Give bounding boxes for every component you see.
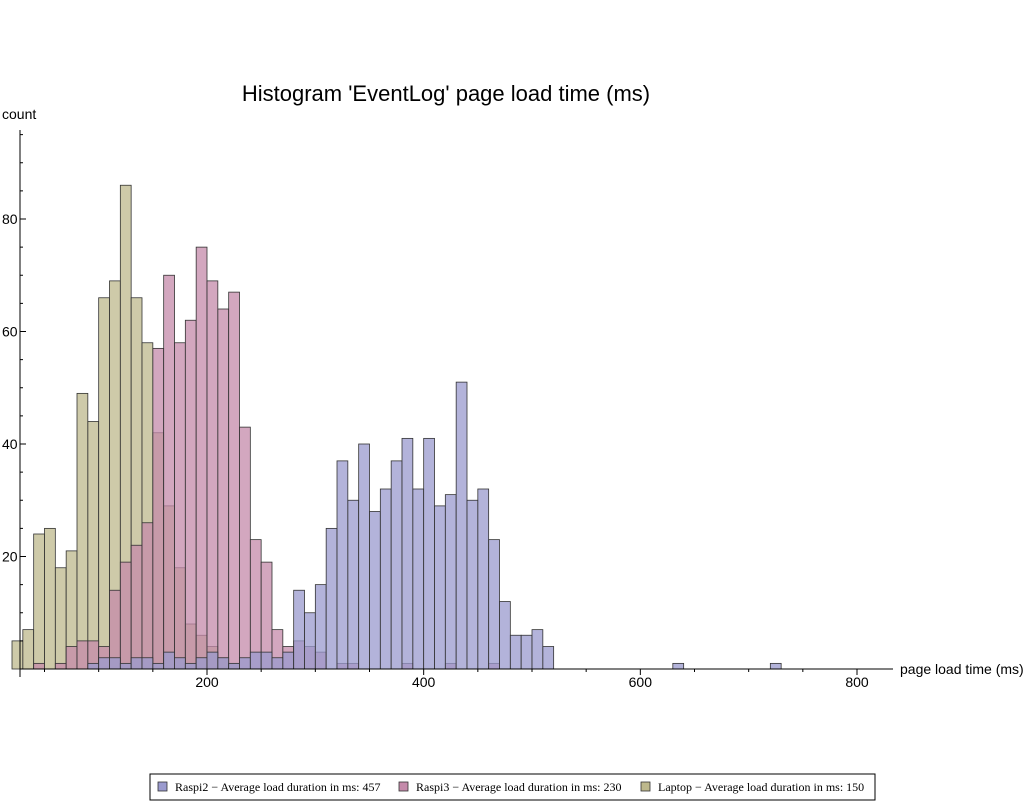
bar-laptop — [87, 421, 100, 670]
bar-raspi2 — [239, 657, 251, 670]
bar-raspi2 — [520, 634, 533, 670]
bar-raspi2 — [141, 657, 154, 670]
bar-raspi3 — [141, 522, 154, 670]
bar-raspi2 — [249, 651, 262, 670]
bar-laptop — [11, 640, 24, 670]
bar-raspi3 — [228, 291, 240, 670]
bar-raspi2 — [260, 651, 273, 670]
bar-raspi2 — [369, 511, 381, 670]
bar-raspi2 — [282, 651, 295, 670]
bar-raspi2 — [314, 584, 327, 670]
x-tick-label: 600 — [629, 674, 653, 690]
bar-raspi2 — [325, 527, 338, 670]
bar-raspi3 — [249, 539, 262, 670]
bar-raspi2 — [304, 612, 316, 670]
bar-raspi2 — [542, 646, 555, 670]
bar-raspi2 — [347, 499, 360, 670]
x-tick-label: 800 — [845, 674, 869, 690]
bar-raspi3 — [206, 280, 219, 670]
legend-swatch-raspi2 — [157, 781, 168, 792]
bar-raspi2 — [455, 381, 468, 670]
bars-layer — [11, 184, 782, 670]
bar-raspi2 — [488, 539, 500, 670]
y-axis-label: count — [2, 106, 36, 122]
bar-raspi2 — [217, 657, 230, 670]
bar-raspi2 — [293, 589, 305, 670]
bar-raspi3 — [54, 662, 67, 670]
legend-label-raspi3: Raspi3 − Average load duration in ms: 23… — [416, 780, 622, 794]
x-tick-label: 200 — [195, 674, 219, 690]
bar-raspi2 — [130, 657, 143, 670]
legend-box — [149, 773, 876, 801]
bar-raspi2 — [379, 488, 392, 670]
legend: Raspi2 − Average load duration in ms: 45… — [149, 773, 876, 801]
legend-label-raspi2: Raspi2 − Average load duration in ms: 45… — [175, 780, 381, 794]
bar-raspi3 — [184, 319, 197, 670]
axes-layer: 200 400 600 800 20 40 60 80 — [2, 130, 893, 690]
bar-raspi2 — [163, 651, 175, 670]
bar-raspi3 — [217, 308, 230, 670]
bar-raspi2 — [672, 662, 685, 670]
y-tick-label: 20 — [2, 549, 18, 565]
bar-laptop — [44, 527, 56, 670]
bar-raspi2 — [466, 499, 479, 670]
bar-raspi2 — [271, 657, 284, 670]
bar-raspi2 — [509, 634, 522, 670]
bar-raspi2 — [174, 657, 186, 670]
bar-raspi2 — [98, 657, 110, 670]
legend-swatch-raspi3 — [398, 781, 409, 792]
bar-raspi3 — [152, 347, 165, 670]
y-tick-label: 80 — [2, 211, 18, 227]
bar-raspi3 — [163, 274, 175, 670]
bar-raspi2 — [434, 505, 446, 670]
bar-raspi3 — [239, 426, 251, 670]
bar-laptop — [98, 297, 110, 670]
bar-raspi2 — [228, 662, 240, 670]
y-tick-label: 60 — [2, 324, 18, 340]
legend-swatch-laptop — [640, 781, 651, 792]
bar-raspi2 — [152, 662, 165, 670]
bar-laptop — [54, 567, 67, 670]
bar-laptop — [76, 392, 89, 670]
y-tick-label: 40 — [2, 436, 18, 452]
bar-raspi2 — [444, 494, 457, 670]
bar-raspi3 — [130, 544, 143, 670]
bar-raspi2 — [423, 437, 435, 670]
bar-raspi2 — [109, 657, 121, 670]
bar-raspi2 — [390, 460, 403, 670]
bar-laptop — [33, 533, 45, 670]
bar-raspi2 — [531, 629, 544, 670]
x-tick-label: 400 — [412, 674, 436, 690]
bar-raspi3 — [65, 646, 78, 670]
bar-raspi2 — [206, 651, 219, 670]
bar-raspi3 — [33, 662, 45, 670]
bar-raspi2 — [195, 657, 208, 670]
bar-raspi3 — [195, 246, 208, 670]
x-axis-label: page load time (ms) — [900, 661, 1024, 677]
bar-raspi2 — [499, 601, 511, 670]
chart-title: Histogram 'EventLog' page load time (ms) — [242, 81, 650, 106]
bar-raspi3 — [109, 589, 121, 670]
bar-raspi2 — [401, 437, 414, 670]
bar-raspi3 — [76, 640, 89, 670]
bar-raspi3 — [119, 561, 132, 670]
bar-raspi2 — [184, 662, 197, 670]
bar-laptop — [22, 629, 35, 670]
bar-raspi3 — [174, 342, 186, 670]
legend-label-laptop: Laptop − Average load duration in ms: 15… — [658, 780, 864, 794]
bar-raspi2 — [119, 662, 132, 670]
bar-raspi2 — [87, 662, 100, 670]
bar-raspi2 — [412, 488, 425, 670]
bar-raspi2 — [336, 460, 349, 670]
bar-raspi2 — [477, 488, 490, 670]
bar-raspi2 — [358, 443, 370, 670]
bar-raspi2 — [769, 662, 782, 670]
